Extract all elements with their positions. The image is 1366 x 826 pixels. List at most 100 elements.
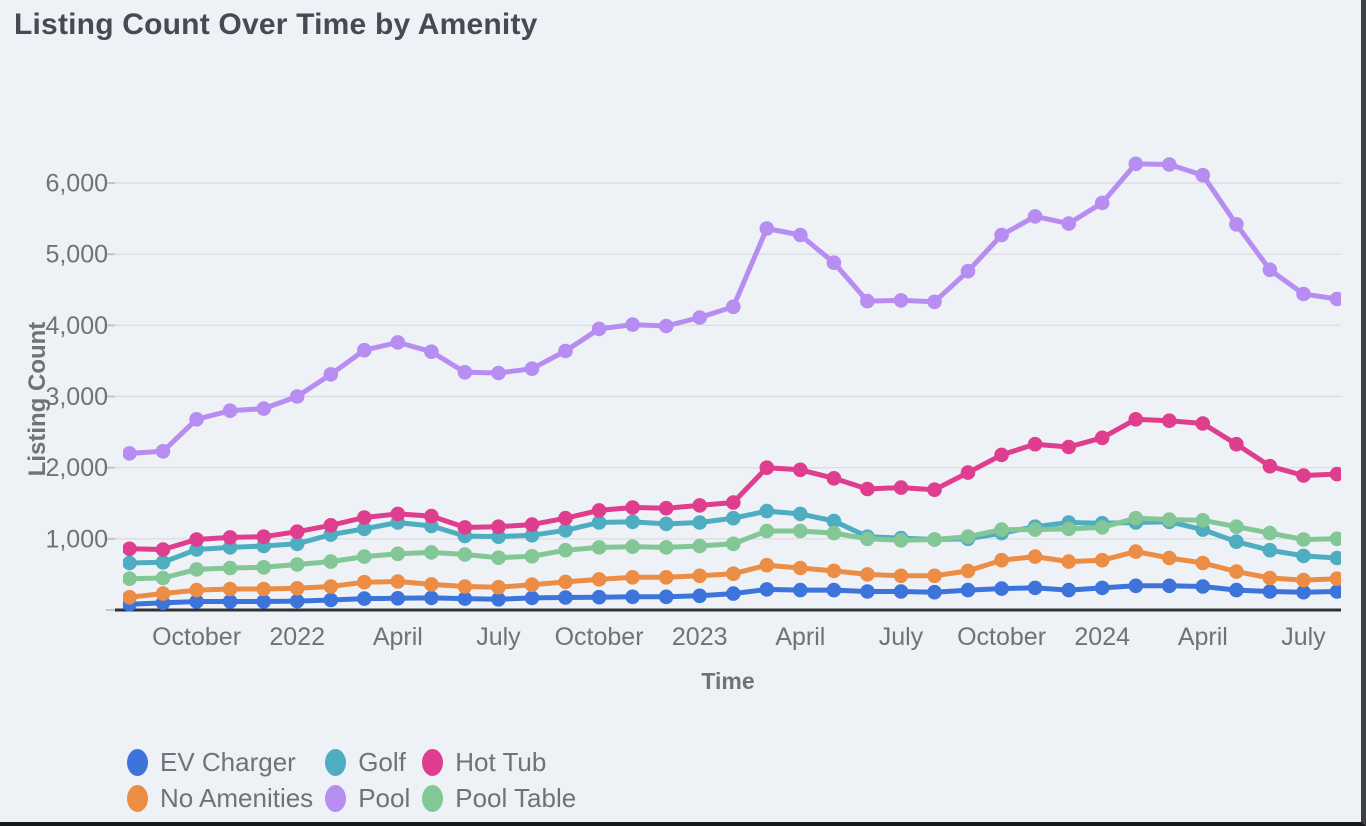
data-point-no-amenities xyxy=(1094,552,1110,568)
legend-item-label: No Amenities xyxy=(160,782,314,813)
data-point-ev-charger xyxy=(1128,578,1144,594)
data-point-pool-table xyxy=(1296,532,1311,547)
data-point-no-amenities xyxy=(491,579,506,595)
x-tick-label: April xyxy=(373,623,423,651)
data-point-pool xyxy=(1061,216,1076,231)
data-point-hot-tub xyxy=(256,529,272,544)
data-point-pool-table xyxy=(1094,520,1110,535)
data-point-no-amenities xyxy=(960,563,976,579)
data-point-pool-table xyxy=(1229,519,1244,534)
legend-item-hot-tub: Hot Tub xyxy=(422,744,546,780)
data-point-golf xyxy=(625,514,640,530)
data-point-pool xyxy=(289,389,305,404)
legend-item-ev-charger: EV Charger xyxy=(127,744,296,780)
data-point-no-amenities xyxy=(256,581,272,597)
data-point-pool xyxy=(726,299,741,315)
data-point-no-amenities xyxy=(289,581,305,596)
data-point-hot-tub xyxy=(860,481,875,497)
data-point-hot-tub xyxy=(994,447,1009,463)
data-point-pool-table xyxy=(692,538,707,554)
data-point-pool-table xyxy=(1262,525,1278,541)
data-point-no-amenities xyxy=(558,574,573,590)
data-point-pool xyxy=(123,446,137,461)
data-point-pool-table xyxy=(1061,521,1076,537)
data-point-no-amenities xyxy=(1128,544,1144,559)
data-point-pool xyxy=(323,367,339,382)
y-tick-label: 2,000 xyxy=(45,454,108,482)
data-point-hot-tub xyxy=(558,510,573,526)
data-point-ev-charger xyxy=(1027,580,1043,596)
data-point-ev-charger xyxy=(658,589,674,605)
data-point-no-amenities xyxy=(457,579,473,594)
data-point-pool xyxy=(591,321,607,337)
data-point-hot-tub xyxy=(390,506,406,522)
legend-item-label: Pool Table xyxy=(455,782,577,813)
data-point-pool xyxy=(357,342,372,358)
data-point-golf xyxy=(692,515,707,530)
data-point-ev-charger xyxy=(692,588,707,604)
legend-item-label: Pool xyxy=(358,782,411,813)
data-point-hot-tub xyxy=(323,518,339,533)
y-tick-label: 5,000 xyxy=(45,241,108,269)
data-point-pool-table xyxy=(256,560,272,575)
x-axis-title: Time xyxy=(701,668,755,694)
data-point-ev-charger xyxy=(591,589,607,605)
data-point-hot-tub xyxy=(759,460,775,476)
data-point-hot-tub xyxy=(1027,436,1043,452)
data-point-pool-table xyxy=(123,571,137,586)
data-point-ev-charger xyxy=(759,582,775,597)
data-point-no-amenities xyxy=(323,579,339,594)
data-point-pool-table xyxy=(424,545,439,560)
x-tick-label: April xyxy=(775,623,825,651)
data-point-ev-charger xyxy=(424,590,439,606)
data-point-ev-charger xyxy=(457,591,473,606)
data-point-hot-tub xyxy=(1329,466,1341,482)
data-point-ev-charger xyxy=(826,582,842,598)
y-tick-label: 3,000 xyxy=(45,383,108,411)
data-point-golf xyxy=(155,555,171,570)
data-point-no-amenities xyxy=(658,570,674,585)
data-point-pool xyxy=(927,294,942,310)
data-point-hot-tub xyxy=(1094,430,1110,446)
data-point-pool xyxy=(1128,156,1144,172)
data-point-no-amenities xyxy=(1262,570,1278,586)
chart-svg: 1,000 2,000 3,000 4,000 5,000 6,000 October 202… xyxy=(45,156,1341,651)
data-point-ev-charger xyxy=(1229,582,1244,598)
x-tick-label: October xyxy=(957,623,1046,651)
data-point-ev-charger xyxy=(927,584,942,600)
data-point-ev-charger xyxy=(323,592,339,608)
data-point-no-amenities xyxy=(1162,550,1177,566)
data-point-pool xyxy=(1195,167,1211,183)
data-point-ev-charger xyxy=(558,590,573,605)
data-point-hot-tub xyxy=(1128,412,1144,427)
data-point-ev-charger xyxy=(1262,584,1278,599)
data-point-ev-charger xyxy=(1329,584,1341,599)
data-point-hot-tub xyxy=(524,517,540,532)
x-tick-label: July xyxy=(476,623,521,651)
data-point-golf xyxy=(826,513,842,529)
data-point-no-amenities xyxy=(994,552,1009,568)
data-point-hot-tub xyxy=(927,482,942,498)
data-point-pool xyxy=(155,444,171,459)
data-point-pool-table xyxy=(1329,531,1341,547)
data-point-pool-table xyxy=(994,522,1009,537)
data-point-no-amenities xyxy=(692,568,707,584)
data-point-hot-tub xyxy=(1162,413,1177,429)
data-point-no-amenities xyxy=(390,574,406,589)
data-point-pool-table xyxy=(893,533,909,548)
data-point-hot-tub xyxy=(424,508,439,524)
data-point-hot-tub xyxy=(189,532,204,547)
data-point-pool-table xyxy=(1195,513,1211,528)
data-point-hot-tub xyxy=(1229,436,1244,452)
data-point-ev-charger xyxy=(1296,584,1311,600)
data-point-golf xyxy=(289,536,305,552)
data-point-no-amenities xyxy=(826,563,842,579)
data-point-pool-table xyxy=(524,549,540,564)
data-point-pool-table xyxy=(860,531,875,547)
data-point-ev-charger xyxy=(357,591,372,606)
data-point-pool xyxy=(1262,262,1278,278)
data-point-no-amenities xyxy=(357,574,372,590)
data-point-pool-table xyxy=(726,536,741,552)
data-point-hot-tub xyxy=(793,462,808,478)
data-point-pool xyxy=(860,293,875,309)
